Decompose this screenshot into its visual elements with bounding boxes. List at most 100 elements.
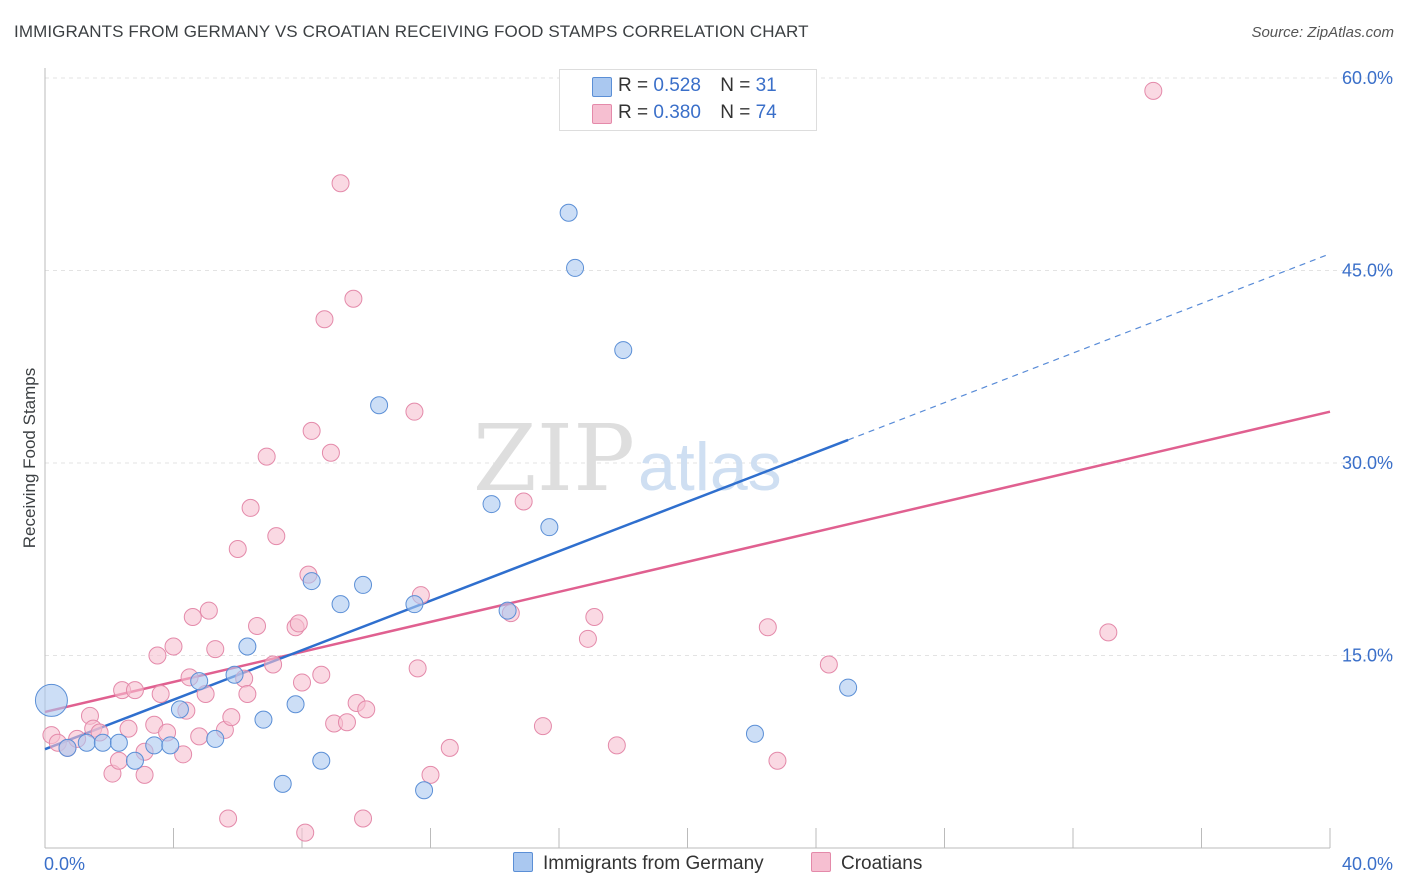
germany-point xyxy=(58,738,77,757)
legend-row-germany: R = 0.528 N = 31 xyxy=(592,75,777,99)
germany-point xyxy=(286,695,305,714)
croatians-point xyxy=(1099,623,1118,642)
croatians-point xyxy=(206,640,225,659)
germany-point xyxy=(77,733,96,752)
germany-point xyxy=(225,665,244,684)
croatians-point xyxy=(164,637,183,656)
germany-point xyxy=(109,733,128,752)
germany-point xyxy=(540,518,559,537)
legend-r-label: R = xyxy=(618,75,649,96)
germany-point xyxy=(312,751,331,770)
croatians-point xyxy=(819,655,838,674)
legend-swatch-croatians xyxy=(592,104,612,124)
croatians-point xyxy=(421,765,440,784)
croatians-point xyxy=(408,659,427,678)
croatians-point xyxy=(357,700,376,719)
legend-item-germany: Immigrants from Germany xyxy=(513,852,764,876)
tick-labels: 15.0% 30.0% 45.0% 60.0% 0.0% 40.0% xyxy=(44,68,1393,874)
croatians-point xyxy=(148,646,167,665)
croatians-point xyxy=(183,608,202,626)
germany-point xyxy=(206,729,225,748)
germany-point xyxy=(354,575,373,594)
legend-swatch-germany xyxy=(513,852,533,872)
germany-point xyxy=(254,710,273,729)
legend-swatch-croatians xyxy=(811,852,831,872)
croatians-point xyxy=(151,685,170,703)
germany-point xyxy=(93,733,112,752)
croatians-point xyxy=(312,665,331,684)
croatians-point xyxy=(758,618,777,637)
croatians-point xyxy=(241,498,260,517)
croatians-point xyxy=(440,738,459,757)
croatians-point xyxy=(337,713,356,732)
croatians-point xyxy=(174,745,193,764)
legend-n-label: N = xyxy=(720,75,751,96)
source-label: Source: ZipAtlas.com xyxy=(1251,24,1394,41)
y-axis-title: Receiving Food Stamps xyxy=(20,367,39,549)
germany-point xyxy=(614,341,633,360)
germany-trendline xyxy=(44,438,849,751)
trendlines xyxy=(44,253,1331,751)
croatians-point xyxy=(578,629,597,648)
germany-points xyxy=(34,203,858,800)
watermark-zip: ZIP xyxy=(473,405,635,512)
legend-n-label: N = xyxy=(720,102,751,123)
watermark: ZIP atlas xyxy=(473,405,782,512)
legend-n-germany: 31 xyxy=(755,75,777,96)
croatians-point xyxy=(293,673,311,692)
croatians-point xyxy=(190,727,209,746)
germany-point xyxy=(161,736,180,755)
croatians-point xyxy=(331,174,350,193)
germany-point xyxy=(498,601,517,620)
legend-label-germany: Immigrants from Germany xyxy=(543,853,764,874)
croatians-point xyxy=(219,809,238,828)
y-tick-label: 15.0% xyxy=(1342,646,1393,666)
germany-trendline-extension xyxy=(847,253,1331,441)
germany-point xyxy=(559,203,578,222)
y-tick-label: 60.0% xyxy=(1342,68,1393,88)
croatians-point xyxy=(514,492,533,511)
croatians-point xyxy=(248,616,267,635)
germany-point xyxy=(190,672,209,691)
stats-legend: R = 0.528 N = 31 R = 0.380 N = 74 xyxy=(559,69,817,131)
germany-point xyxy=(273,774,292,793)
croatians-point xyxy=(264,655,283,674)
germany-point xyxy=(145,736,164,755)
axes xyxy=(44,68,1331,849)
legend-swatch-germany xyxy=(592,77,612,97)
y-tick-label: 45.0% xyxy=(1342,261,1393,281)
croatians-point xyxy=(135,765,154,784)
legend-r-label: R = xyxy=(618,102,649,123)
croatians-point xyxy=(296,823,315,842)
legend-n-croatians: 74 xyxy=(755,102,777,123)
germany-point xyxy=(566,258,585,277)
x-tick-label: 40.0% xyxy=(1342,854,1393,874)
croatians-point xyxy=(321,443,340,462)
germany-point xyxy=(415,781,434,800)
croatians-point xyxy=(585,608,604,626)
croatians-point xyxy=(315,310,334,329)
croatians-point xyxy=(125,681,144,700)
y-tick-label: 30.0% xyxy=(1342,453,1393,473)
croatians-point xyxy=(607,736,626,755)
germany-point xyxy=(370,396,389,415)
germany-point xyxy=(34,683,68,717)
germany-point xyxy=(405,595,424,614)
germany-point xyxy=(170,700,189,719)
x-tick-label: 0.0% xyxy=(44,854,85,874)
germany-point xyxy=(482,495,501,514)
croatians-trendline xyxy=(44,410,1331,714)
germany-point xyxy=(238,637,257,656)
legend-row-croatians: R = 0.380 N = 74 xyxy=(592,102,777,126)
croatians-point xyxy=(1144,81,1163,100)
legend-r-croatians: 0.380 xyxy=(653,102,701,123)
croatians-point xyxy=(302,421,321,440)
legend-item-croatians: Croatians xyxy=(811,852,922,876)
croatians-point xyxy=(257,447,276,466)
germany-point xyxy=(331,595,350,614)
croatians-point xyxy=(267,527,286,546)
croatians-point xyxy=(289,614,308,633)
croatians-point xyxy=(533,717,552,736)
croatians-point xyxy=(222,708,241,727)
